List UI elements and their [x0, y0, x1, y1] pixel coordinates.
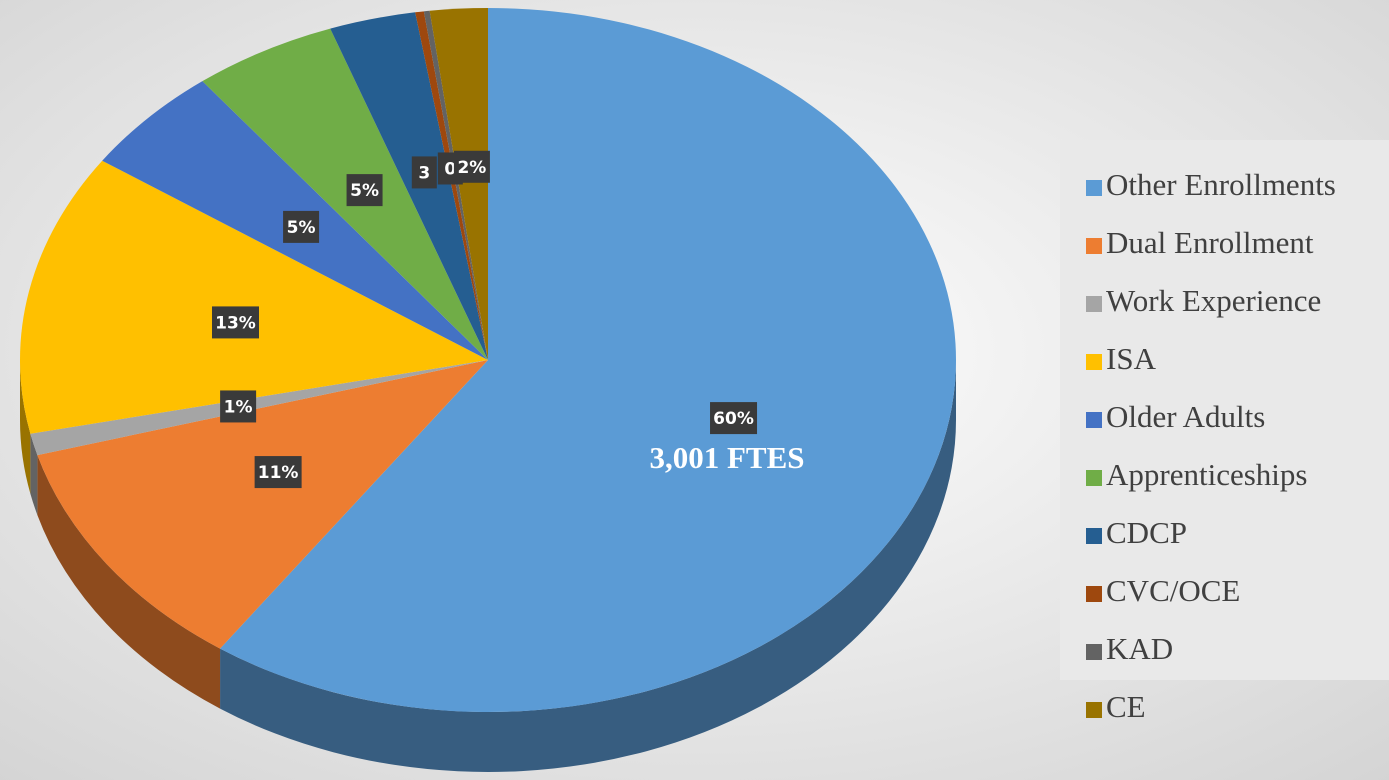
slice — [30, 360, 488, 456]
data-label-box — [211, 306, 259, 339]
data-label-box — [453, 150, 490, 183]
legend: Other Enrollments Dual Enrollment Work Exp… — [1086, 167, 1336, 724]
legend-swatch — [1086, 412, 1102, 428]
slice — [20, 160, 489, 434]
legend-swatch — [1086, 702, 1102, 718]
data-label: 5% — [350, 181, 379, 201]
legend-label: CDCP — [1106, 515, 1187, 550]
data-label-box — [220, 390, 257, 423]
data-label: 13% — [215, 313, 256, 333]
legend-label: Work Experience — [1106, 283, 1321, 318]
legend-label: CE — [1106, 689, 1146, 724]
slice — [415, 11, 488, 360]
data-label: 2% — [457, 158, 486, 178]
legend-swatch — [1086, 180, 1102, 196]
legend-label: ISA — [1106, 341, 1157, 376]
legend-swatch — [1086, 528, 1102, 544]
data-label-box — [283, 210, 320, 243]
legend-label: Dual Enrollment — [1106, 225, 1314, 260]
legend-label: Other Enrollments — [1106, 167, 1336, 202]
pie — [20, 8, 956, 772]
data-label: 60% — [713, 409, 754, 429]
slice-side — [30, 433, 38, 516]
legend-swatch — [1086, 586, 1102, 602]
slice — [220, 8, 956, 712]
data-label: 11% — [258, 463, 299, 483]
legend-swatch — [1086, 470, 1102, 486]
legend-box — [1060, 140, 1389, 680]
data-label: 5% — [287, 218, 316, 238]
data-label-box — [411, 156, 437, 189]
legend-label: CVC/OCE — [1106, 573, 1240, 608]
slice — [202, 28, 488, 360]
slice — [330, 12, 488, 361]
legend-swatch — [1086, 238, 1102, 254]
data-label-box — [254, 456, 302, 489]
data-label: 0 — [444, 159, 456, 179]
legend-swatch — [1086, 296, 1102, 312]
legend-swatch — [1086, 644, 1102, 660]
data-label-box — [346, 174, 383, 207]
slice — [423, 10, 488, 361]
legend-label: KAD — [1106, 631, 1173, 666]
legend-swatch — [1086, 354, 1102, 370]
slice-side — [20, 360, 31, 494]
data-labels: 60% 11% 1% 13% 5% 5% 3 0 2% — [211, 150, 758, 489]
slice-side — [37, 455, 221, 709]
legend-label: Apprenticeships — [1106, 457, 1307, 492]
annotation: 3,001 FTES — [649, 440, 804, 475]
data-label: 1% — [224, 397, 253, 417]
data-label: 3 — [418, 163, 430, 183]
legend-label: Older Adults — [1106, 399, 1265, 434]
data-label-box — [710, 402, 758, 435]
slice-side — [220, 360, 956, 772]
slice — [37, 360, 488, 649]
